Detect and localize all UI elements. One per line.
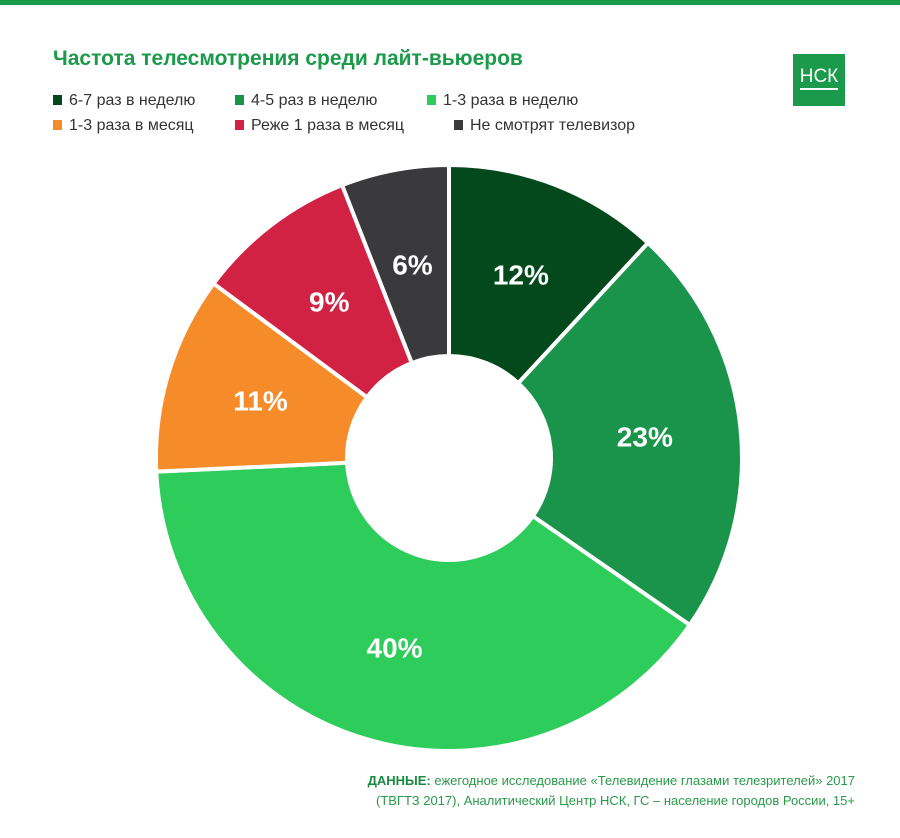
- chart-title: Частота телесмотрения среди лайт-вьюеров: [53, 47, 523, 70]
- legend-label: 1-3 раза в неделю: [443, 92, 579, 109]
- source-note: ДАННЫЕ: ежегодное исследование «Телевиде…: [368, 771, 855, 811]
- legend-label: Реже 1 раза в месяц: [251, 117, 405, 134]
- legend-swatch: [53, 120, 62, 130]
- legend-item: 1-3 раза в неделю: [427, 92, 578, 110]
- legend-label: Не смотрят телевизор: [470, 117, 636, 134]
- legend-label: 1-3 раза в месяц: [69, 117, 194, 134]
- legend-swatch: [235, 95, 244, 105]
- top-bar: [0, 0, 900, 5]
- legend-item: 1-3 раза в месяц: [53, 117, 194, 135]
- slice-2: [154, 460, 693, 753]
- slice-3: [154, 280, 370, 474]
- legend-swatch: [454, 120, 463, 130]
- legend-swatch: [235, 120, 244, 130]
- slice-label: 11%: [233, 386, 288, 417]
- legend-item: Не смотрят телевизор: [454, 117, 635, 135]
- slice-label: 9%: [309, 287, 350, 318]
- slice-0: [447, 162, 651, 386]
- legend-label: 4-5 раз в неделю: [251, 92, 378, 109]
- slice-label: 23%: [617, 422, 673, 453]
- logo-text: НСК: [799, 66, 839, 90]
- slice-1: [515, 240, 744, 628]
- legend-item: 4-5 раз в неделю: [235, 92, 377, 110]
- legend-item: 6-7 раз в неделю: [53, 92, 195, 110]
- legend-swatch: [53, 95, 62, 105]
- slice-label: 6%: [392, 249, 433, 280]
- slice-label: 12%: [493, 260, 549, 291]
- slice-label: 40%: [367, 632, 423, 663]
- slice-5: [339, 162, 451, 366]
- legend-label: 6-7 раз в неделю: [69, 92, 196, 109]
- legend-swatch: [427, 95, 436, 105]
- legend-item: Реже 1 раза в месяц: [235, 117, 404, 135]
- nsk-logo: НСК: [793, 54, 845, 106]
- source-label: ДАННЫЕ:: [367, 773, 431, 788]
- source-line-1: ежегодное исследование «Телевидение глаз…: [434, 773, 855, 788]
- source-line-2: (ТВГТЗ 2017), Аналитический Центр НСК, Г…: [375, 793, 855, 808]
